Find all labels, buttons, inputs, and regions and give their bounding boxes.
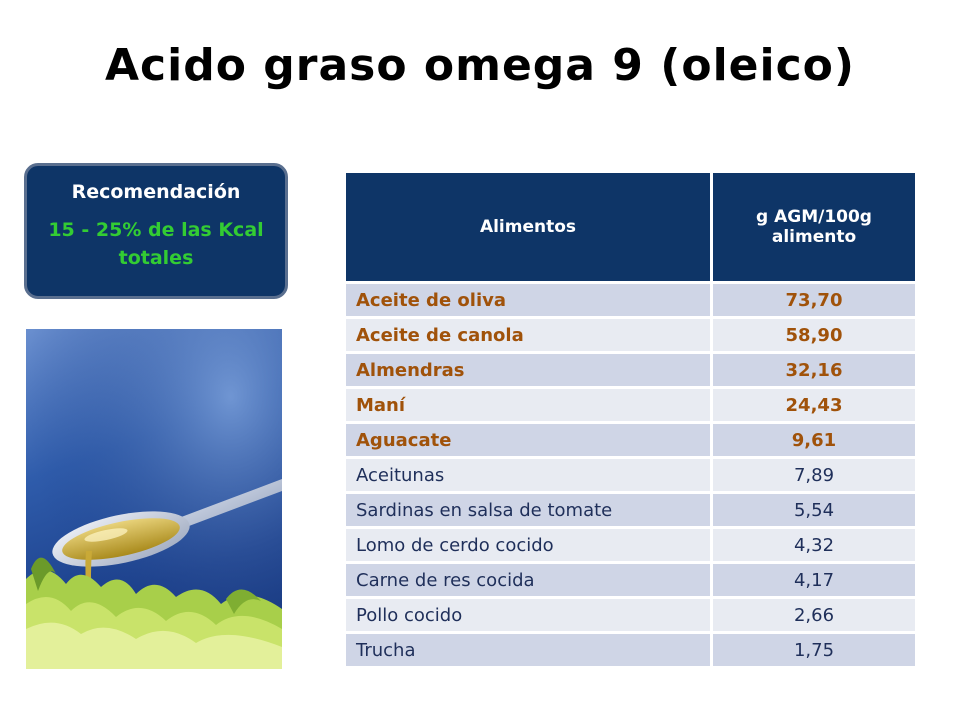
food-name: Aceite de canola bbox=[343, 316, 713, 354]
food-value: 58,90 bbox=[710, 316, 918, 354]
food-value: 1,75 bbox=[710, 631, 918, 669]
table-row: Aceite de oliva 73,70 bbox=[343, 281, 918, 319]
food-name: Trucha bbox=[343, 631, 713, 669]
food-value: 32,16 bbox=[710, 351, 918, 389]
recommendation-heading: Recomendación bbox=[71, 181, 241, 203]
recommendation-box: Recomendación 15 - 25% de las Kcal total… bbox=[24, 163, 288, 299]
food-name: Pollo cocido bbox=[343, 596, 713, 634]
food-name: Almendras bbox=[343, 351, 713, 389]
food-table: Alimentos g AGM/100g alimento Aceite de … bbox=[343, 170, 918, 669]
table-row: Aguacate 9,61 bbox=[343, 421, 918, 459]
food-name: Sardinas en salsa de tomate bbox=[343, 491, 713, 529]
table-header-row: Alimentos g AGM/100g alimento bbox=[343, 170, 918, 284]
table-row: Maní 24,43 bbox=[343, 386, 918, 424]
food-name: Maní bbox=[343, 386, 713, 424]
food-name: Lomo de cerdo cocido bbox=[343, 526, 713, 564]
table-row: Trucha 1,75 bbox=[343, 631, 918, 669]
header-foods: Alimentos bbox=[343, 170, 713, 284]
table-row: Aceitunas 7,89 bbox=[343, 456, 918, 494]
food-name: Aguacate bbox=[343, 421, 713, 459]
food-name: Aceite de oliva bbox=[343, 281, 713, 319]
table-row: Aceite de canola 58,90 bbox=[343, 316, 918, 354]
page-title: Acido graso omega 9 (oleico) bbox=[104, 40, 855, 91]
food-value: 73,70 bbox=[710, 281, 918, 319]
table-row: Sardinas en salsa de tomate 5,54 bbox=[343, 491, 918, 529]
food-value: 4,17 bbox=[710, 561, 918, 599]
table-row: Lomo de cerdo cocido 4,32 bbox=[343, 526, 918, 564]
food-value: 2,66 bbox=[710, 596, 918, 634]
table-row: Carne de res cocida 4,17 bbox=[343, 561, 918, 599]
table-row: Almendras 32,16 bbox=[343, 351, 918, 389]
food-name: Aceitunas bbox=[343, 456, 713, 494]
food-value: 9,61 bbox=[710, 421, 918, 459]
food-value: 5,54 bbox=[710, 491, 918, 529]
food-value: 4,32 bbox=[710, 526, 918, 564]
header-amount: g AGM/100g alimento bbox=[710, 170, 918, 284]
olive-oil-photo bbox=[26, 329, 282, 669]
food-name: Carne de res cocida bbox=[343, 561, 713, 599]
recommendation-value: 15 - 25% de las Kcal totales bbox=[48, 219, 264, 269]
food-value: 24,43 bbox=[710, 386, 918, 424]
table-row: Pollo cocido 2,66 bbox=[343, 596, 918, 634]
food-value: 7,89 bbox=[710, 456, 918, 494]
